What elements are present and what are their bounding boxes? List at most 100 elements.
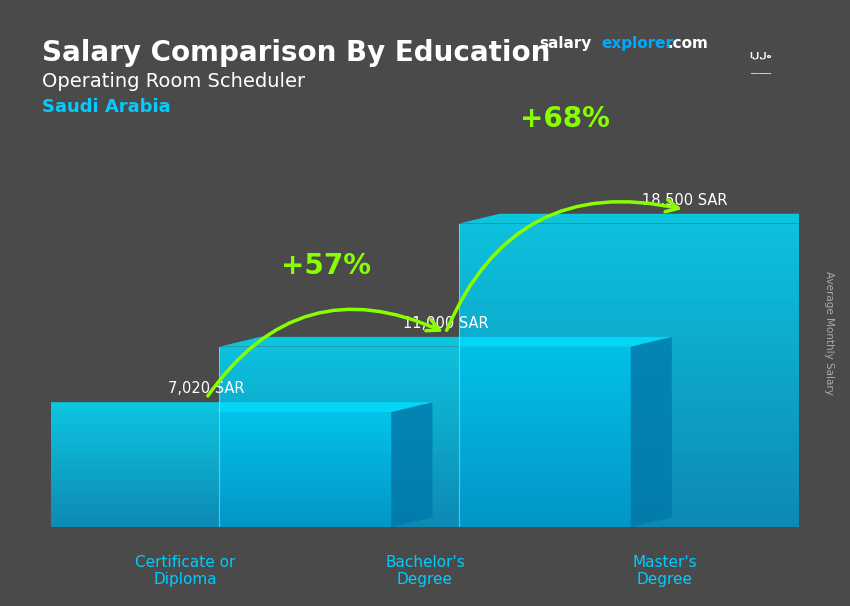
Bar: [0, 447, 391, 448]
Bar: [219, 518, 631, 521]
Bar: [459, 279, 850, 284]
Text: Certificate or
Diploma: Certificate or Diploma: [135, 555, 235, 587]
Bar: [0, 470, 391, 471]
Bar: [219, 440, 631, 443]
Bar: [459, 224, 850, 228]
Bar: [0, 504, 391, 506]
Bar: [459, 370, 850, 375]
Bar: [219, 392, 631, 395]
Bar: [219, 479, 631, 482]
Bar: [219, 359, 631, 362]
Bar: [459, 431, 850, 436]
Bar: [219, 449, 631, 452]
Bar: [459, 299, 850, 305]
Polygon shape: [631, 337, 672, 527]
Bar: [459, 290, 850, 295]
Bar: [219, 524, 631, 527]
Bar: [459, 274, 850, 279]
Bar: [219, 365, 631, 368]
Text: Bachelor's
Degree: Bachelor's Degree: [385, 555, 465, 587]
Bar: [0, 510, 391, 512]
Text: explorer: explorer: [601, 36, 673, 52]
Bar: [219, 509, 631, 512]
Bar: [459, 416, 850, 421]
Bar: [219, 443, 631, 446]
Bar: [219, 494, 631, 497]
Bar: [0, 441, 391, 443]
Bar: [0, 501, 391, 502]
Bar: [0, 424, 391, 425]
Text: Master's
Degree: Master's Degree: [632, 555, 697, 587]
Bar: [0, 485, 391, 487]
Bar: [0, 418, 391, 420]
Bar: [459, 381, 850, 385]
Bar: [219, 473, 631, 476]
Bar: [0, 435, 391, 437]
Bar: [219, 464, 631, 467]
Bar: [219, 350, 631, 353]
Bar: [459, 360, 850, 365]
Bar: [0, 502, 391, 504]
Text: 18,500 SAR: 18,500 SAR: [643, 193, 728, 208]
Bar: [459, 436, 850, 441]
Bar: [219, 431, 631, 434]
Bar: [219, 434, 631, 437]
Bar: [459, 259, 850, 264]
Bar: [459, 411, 850, 416]
Bar: [459, 502, 850, 507]
Bar: [219, 383, 631, 386]
Bar: [459, 239, 850, 244]
Bar: [0, 445, 391, 447]
Bar: [219, 416, 631, 419]
Bar: [459, 295, 850, 299]
Bar: [219, 353, 631, 356]
Bar: [459, 335, 850, 340]
Bar: [459, 284, 850, 290]
Bar: [219, 419, 631, 422]
Bar: [459, 492, 850, 497]
Bar: [219, 410, 631, 413]
Bar: [0, 427, 391, 429]
Bar: [0, 439, 391, 441]
Bar: [0, 425, 391, 427]
Bar: [0, 506, 391, 508]
Bar: [219, 491, 631, 494]
Bar: [219, 425, 631, 428]
Bar: [459, 421, 850, 426]
Bar: [219, 521, 631, 524]
Bar: [459, 305, 850, 310]
Bar: [219, 500, 631, 503]
Bar: [219, 446, 631, 449]
Bar: [219, 503, 631, 506]
Bar: [459, 507, 850, 512]
Bar: [459, 325, 850, 330]
Bar: [459, 522, 850, 527]
Bar: [0, 481, 391, 483]
Bar: [0, 431, 391, 433]
Bar: [0, 468, 391, 470]
Bar: [459, 340, 850, 345]
Bar: [0, 437, 391, 439]
Bar: [459, 467, 850, 471]
Bar: [219, 458, 631, 461]
Bar: [219, 488, 631, 491]
Bar: [0, 448, 391, 450]
Bar: [0, 420, 391, 422]
Text: الله: الله: [750, 51, 772, 59]
Bar: [459, 228, 850, 234]
Bar: [219, 515, 631, 518]
Text: Saudi Arabia: Saudi Arabia: [42, 98, 171, 116]
Text: ─────: ─────: [750, 72, 772, 77]
Bar: [459, 234, 850, 239]
Bar: [0, 414, 391, 416]
Bar: [219, 371, 631, 374]
Bar: [219, 398, 631, 401]
Bar: [219, 467, 631, 470]
Bar: [459, 244, 850, 249]
Bar: [459, 517, 850, 522]
Bar: [0, 521, 391, 524]
Bar: [0, 456, 391, 458]
Bar: [459, 264, 850, 269]
Bar: [0, 443, 391, 445]
Bar: [459, 406, 850, 411]
